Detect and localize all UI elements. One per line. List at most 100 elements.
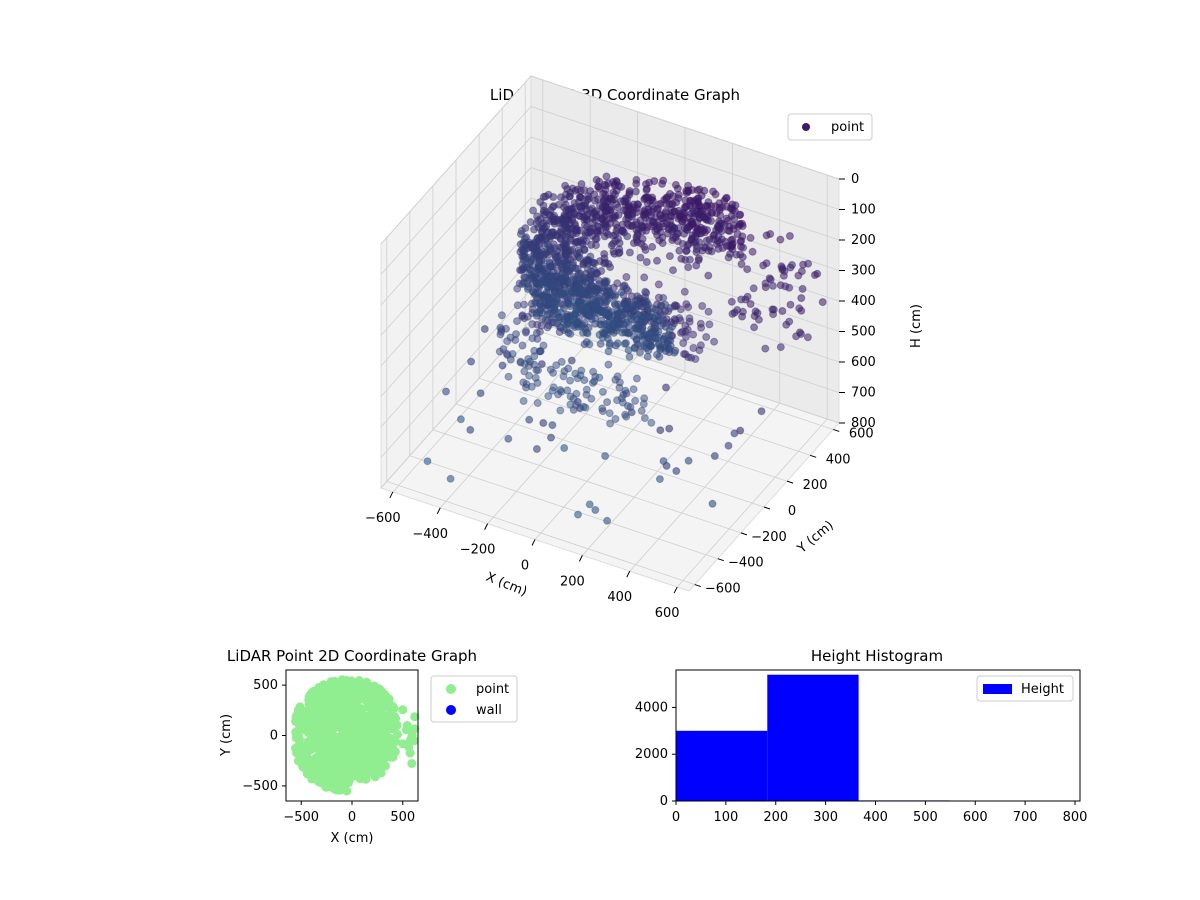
- data-point: [601, 309, 610, 318]
- data-point: [705, 320, 714, 329]
- y-tick-label: −600: [705, 582, 741, 597]
- data-point: [659, 293, 668, 302]
- data-point: [658, 179, 667, 188]
- data-point: [624, 346, 633, 355]
- x-tick-label: −500: [283, 810, 319, 825]
- legend-label-height: Height: [1021, 682, 1064, 697]
- chart2d-title: LiDAR Point 2D Coordinate Graph: [227, 647, 477, 665]
- data-point: [572, 238, 581, 247]
- data-point: [611, 301, 620, 310]
- data-point: [585, 312, 594, 321]
- data-point: [680, 350, 688, 358]
- data-point: [516, 230, 525, 238]
- data-point: [316, 729, 325, 739]
- data-point: [347, 693, 357, 703]
- data-point: [546, 262, 555, 271]
- data-point: [712, 226, 721, 235]
- data-point: [295, 704, 305, 714]
- data-point: [651, 320, 660, 329]
- data-point: [762, 231, 771, 240]
- data-point: [606, 263, 615, 272]
- data-point: [549, 213, 557, 222]
- data-point: [606, 203, 614, 212]
- data-point: [749, 284, 758, 293]
- data-point: [631, 187, 640, 196]
- data-point: [466, 425, 475, 434]
- data-point: [600, 180, 609, 189]
- data-point: [696, 341, 705, 350]
- data-point: [334, 785, 344, 795]
- data-point: [668, 322, 677, 331]
- data-point: [733, 230, 742, 239]
- data-point: [673, 184, 682, 193]
- data-point: [746, 233, 755, 242]
- data-point: [736, 237, 745, 246]
- y-tick-label: 0: [788, 504, 796, 519]
- data-point: [797, 267, 806, 276]
- data-point: [529, 288, 538, 297]
- data-point: [762, 259, 771, 268]
- data-point: [611, 375, 620, 384]
- data-point: [595, 292, 604, 300]
- data-point: [362, 769, 372, 779]
- data-point: [524, 253, 532, 262]
- data-point: [370, 697, 380, 707]
- 3d-points: [423, 172, 827, 525]
- data-point: [519, 238, 528, 247]
- data-point: [633, 320, 642, 329]
- hist-title: Height Histogram: [811, 647, 943, 665]
- data-point: [637, 406, 646, 415]
- data-point: [728, 240, 736, 249]
- legend-label-point: point: [476, 682, 509, 697]
- data-point: [388, 702, 398, 711]
- data-point: [615, 383, 624, 392]
- data-point: [513, 317, 521, 326]
- data-point: [587, 394, 596, 403]
- data-point: [591, 302, 600, 311]
- data-point: [585, 500, 594, 509]
- data-point: [795, 304, 804, 313]
- data-point: [600, 212, 608, 221]
- data-point: [622, 273, 631, 281]
- data-point: [711, 190, 720, 199]
- data-point: [662, 195, 671, 204]
- data-point: [724, 441, 733, 450]
- data-point: [613, 279, 622, 288]
- chart2d-ylabel: Y (cm): [219, 714, 234, 757]
- data-point: [687, 217, 696, 226]
- data-point: [631, 396, 640, 405]
- data-point: [572, 305, 581, 314]
- hist-bar: [676, 730, 768, 801]
- data-point: [556, 386, 565, 394]
- data-point: [535, 236, 544, 244]
- data-point: [575, 211, 583, 220]
- x-tick-label: 700: [1013, 810, 1038, 825]
- data-point: [496, 323, 505, 332]
- data-point: [534, 260, 543, 269]
- data-point: [642, 258, 651, 266]
- data-point: [327, 752, 337, 762]
- data-point: [528, 334, 537, 343]
- data-point: [705, 235, 714, 244]
- data-point: [710, 452, 719, 460]
- data-point: [566, 329, 575, 338]
- y-tick-label: 0: [660, 794, 668, 809]
- data-point: [628, 212, 636, 221]
- data-point: [582, 205, 591, 214]
- data-point: [685, 255, 694, 264]
- data-point: [567, 315, 576, 324]
- y-tick-label: −400: [728, 556, 764, 571]
- data-point: [707, 247, 716, 256]
- data-point: [539, 201, 548, 210]
- data-point: [508, 350, 517, 358]
- data-point: [652, 225, 661, 234]
- data-point: [652, 334, 661, 343]
- data-point: [681, 196, 690, 205]
- data-point: [348, 704, 358, 714]
- data-point: [715, 238, 724, 247]
- data-point: [442, 387, 450, 396]
- data-point: [513, 301, 522, 310]
- data-point: [326, 682, 336, 692]
- data-point: [675, 246, 684, 255]
- data-point: [522, 327, 531, 336]
